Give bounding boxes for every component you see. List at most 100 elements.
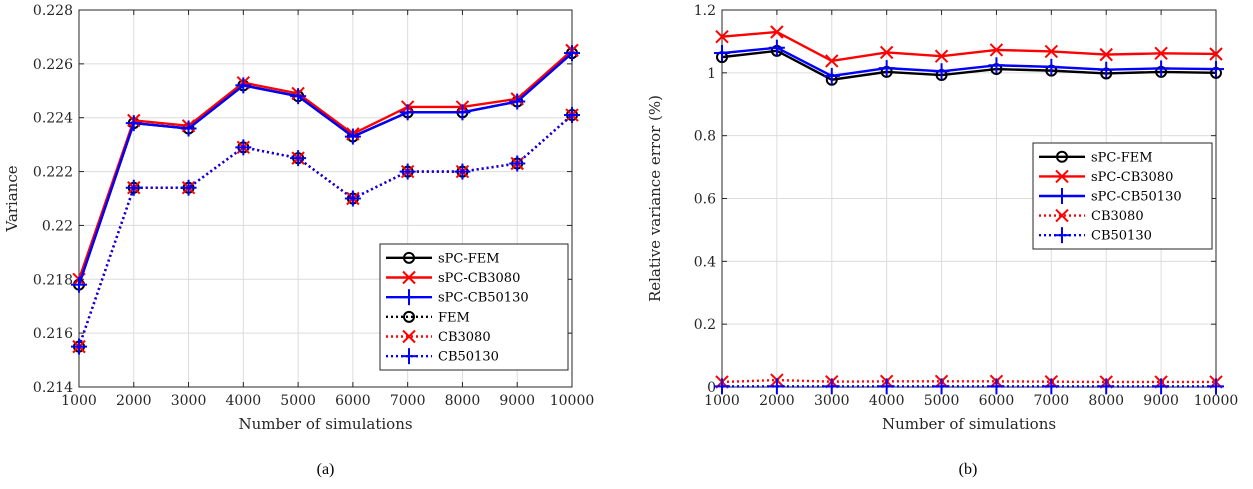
x-tick-label: 3000 — [814, 393, 850, 409]
data-point-spc-cb3080 — [1099, 47, 1113, 62]
y-tick-label: 0.22 — [42, 218, 73, 234]
y-tick-label: 0.226 — [33, 57, 73, 73]
series-points-spc-cb3080 — [715, 25, 1223, 68]
legend: sPC-FEM sPC-CB3080 sPC-CB50130 CB3080 CB5013… — [1032, 142, 1213, 250]
x-tick-label: 9000 — [499, 393, 535, 409]
data-point-spc-cb3080 — [1154, 46, 1168, 61]
y-tick-label: 0.2 — [694, 317, 716, 333]
caption-b: (b) — [959, 461, 978, 478]
series-points-cb50130 — [714, 378, 1224, 395]
legend-marker-cb3080 — [1055, 208, 1069, 223]
data-point-cb50130 — [1153, 378, 1170, 395]
x-tick-label: 8000 — [1088, 393, 1124, 409]
legend-box — [379, 243, 569, 371]
x-tick-label: 7000 — [390, 393, 426, 409]
caption-a: (a) — [317, 461, 335, 478]
x-tick-label: 3000 — [171, 393, 207, 409]
data-point-cb50130 — [768, 378, 785, 395]
series-line-spc-cb50130 — [77, 52, 573, 286]
data-point-cb50130 — [71, 338, 87, 355]
series-line-cb50130 — [77, 114, 573, 347]
legend-marker-spc-cb50130 — [1054, 188, 1070, 204]
y-tick-label: 0.214 — [33, 380, 73, 396]
data-point-spc-cb3080 — [825, 54, 839, 68]
x-tick-label: 6000 — [335, 393, 371, 409]
y-tick-label: 1 — [707, 66, 716, 82]
data-point-cb50130 — [823, 378, 840, 395]
data-point-cb50130 — [454, 163, 471, 180]
x-tick-label: 5000 — [924, 393, 960, 409]
legend-label-spc-cb3080: sPC-CB3080 — [1091, 170, 1173, 185]
data-point-cb50130 — [878, 378, 895, 395]
y-tick-label: 0.218 — [33, 272, 73, 288]
legend-label-spc-cb50130: sPC-CB50130 — [438, 291, 529, 306]
series-line-cb3080 — [721, 378, 1216, 384]
x-tick-label: 10000 — [550, 393, 595, 409]
data-point-cb50130 — [509, 155, 526, 172]
data-point-cb50130 — [564, 107, 580, 124]
data-point-spc-cb3080 — [989, 43, 1004, 57]
legend-marker-cb50130 — [401, 348, 417, 365]
data-point-cb50130 — [1098, 378, 1115, 395]
y-tick-label: 0.8 — [694, 129, 716, 145]
data-point-cb50130 — [988, 378, 1005, 395]
y-tick-label: 0.216 — [33, 326, 73, 342]
data-point-cb50130 — [235, 139, 252, 156]
data-point-cb50130 — [180, 179, 197, 196]
x-tick-label: 1000 — [61, 393, 97, 409]
data-point-cb50130 — [290, 150, 307, 167]
series-line-spc-fem — [721, 49, 1217, 81]
legend-label-cb3080: CB3080 — [1091, 209, 1144, 224]
legend-marker-spc-fem — [403, 251, 415, 264]
legend-label-spc-cb50130: sPC-CB50130 — [1091, 190, 1182, 205]
data-point-spc-cb50130 — [290, 88, 307, 105]
data-point-spc-cb50130 — [509, 93, 526, 110]
legend-marker-spc-cb3080 — [1055, 169, 1069, 184]
data-point-spc-cb50130 — [235, 77, 252, 94]
series-line-spc-cb3080 — [77, 49, 573, 280]
x-tick-label: 8000 — [445, 393, 481, 409]
data-point-cb50130 — [714, 378, 730, 395]
data-point-spc-cb3080 — [1044, 44, 1059, 59]
data-point-spc-cb3080 — [715, 29, 729, 44]
data-point-spc-cb50130 — [399, 104, 416, 121]
x-tick-label: 2000 — [759, 393, 795, 409]
series-points-spc-cb50130 — [714, 39, 1224, 84]
x-tick-label: 1000 — [704, 393, 740, 409]
series-line-spc-cb3080 — [721, 30, 1217, 63]
data-point-spc-cb50130 — [1208, 61, 1224, 78]
data-point-spc-cb50130 — [564, 45, 580, 62]
y-axis-label: Variance — [3, 165, 21, 232]
x-tick-label: 6000 — [979, 393, 1015, 409]
x-tick-label: 4000 — [226, 393, 262, 409]
data-point-cb50130 — [1043, 378, 1060, 395]
y-tick-label: 0.224 — [33, 111, 73, 127]
data-point-cb50130 — [125, 179, 142, 196]
data-point-spc-cb50130 — [71, 276, 87, 293]
series-line-spc-cb50130 — [721, 46, 1217, 78]
legend-marker-cb3080 — [402, 329, 416, 344]
x-tick-label: 9000 — [1143, 393, 1179, 409]
legend-label-fem: FEM — [438, 310, 470, 325]
data-point-cb50130 — [344, 190, 361, 207]
x-tick-label: 5000 — [280, 393, 316, 409]
x-tick-label: 7000 — [1034, 393, 1070, 409]
data-point-cb50130 — [1208, 378, 1224, 395]
series-points-spc-cb50130 — [71, 45, 580, 293]
legend-marker-fem — [403, 310, 415, 323]
legend-label-cb3080: CB3080 — [438, 330, 491, 345]
legend-label-spc-fem: sPC-FEM — [1091, 150, 1153, 165]
y-tick-label: 0.4 — [694, 254, 716, 270]
data-point-spc-cb3080 — [879, 45, 894, 60]
data-point-spc-cb50130 — [823, 67, 840, 84]
chart-a: 1000 2000 3000 4000 5000 6000 7000 8000 9000 1000… — [3, 3, 594, 478]
data-point-cb50130 — [399, 163, 416, 180]
data-point-spc-cb3080 — [934, 49, 949, 63]
data-point-spc-cb50130 — [988, 57, 1005, 74]
y-tick-label: 1.2 — [694, 3, 716, 19]
y-tick-label: 0 — [707, 380, 716, 396]
x-tick-label: 10000 — [1194, 393, 1239, 409]
x-axis-label: Number of simulations — [882, 415, 1056, 433]
data-point-spc-cb50130 — [1043, 58, 1060, 75]
